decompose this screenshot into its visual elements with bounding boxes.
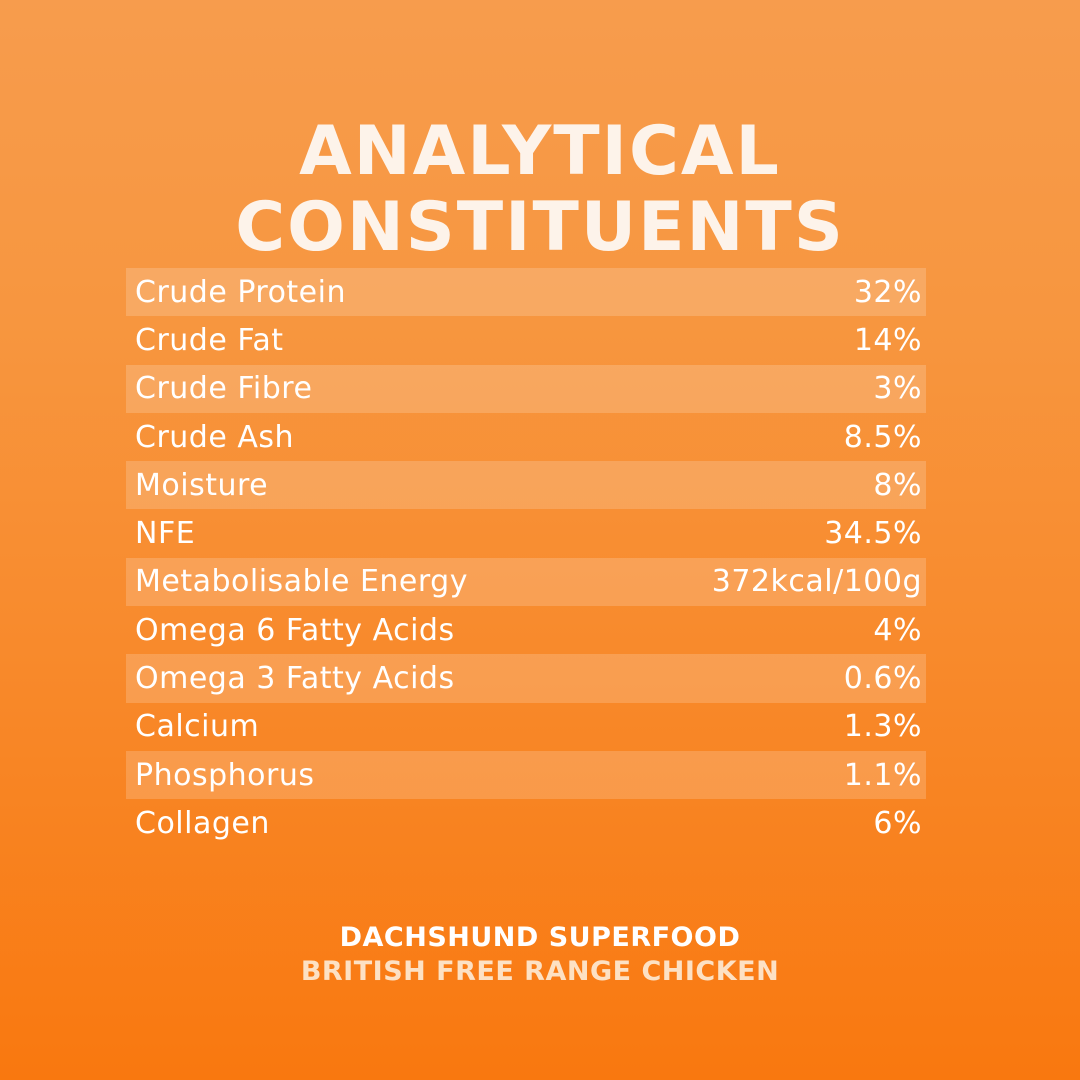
row-label: Crude Ash [135,419,294,455]
table-row: Collagen 6% [126,799,926,847]
row-value: 32% [853,274,922,310]
row-label: NFE [135,516,196,552]
row-label: Crude Protein [135,274,346,310]
table-row: Omega 3 Fatty Acids 0.6% [126,654,926,703]
row-value: 4% [873,612,922,648]
table-row: NFE 34.5% [126,509,926,557]
table-row: Phosphorus 1.1% [126,750,926,800]
table-row: Moisture 8% [126,461,926,510]
row-value: 8.5% [843,419,922,455]
table-row: Crude Protein 32% [126,268,926,317]
product-variant: BRITISH FREE RANGE CHICKEN [300,956,780,987]
product-name: DACHSHUND SUPERFOOD [339,922,741,953]
table-row: Crude Fibre 3% [126,364,926,413]
row-label: Crude Fat [135,322,284,358]
constituents-table: Crude Protein 32% Crude Fat 14% Crude Fi… [126,268,926,848]
table-row: Crude Fat 14% [126,316,926,364]
row-label: Omega 6 Fatty Acids [135,612,455,648]
row-value: 1.1% [843,757,922,793]
table-row: Omega 6 Fatty Acids 4% [126,606,926,654]
table-row: Metabolisable Energy 372kcal/100g [126,557,926,607]
page-title: ANALYTICAL CONSTITUENTS [0,111,1080,267]
row-value: 8% [873,467,922,503]
table-row: Crude Ash 8.5% [126,413,926,461]
row-label: Phosphorus [135,757,315,793]
row-value: 6% [873,805,922,841]
table-row: Calcium 1.3% [126,703,926,751]
row-label: Crude Fibre [135,371,313,407]
row-label: Omega 3 Fatty Acids [135,661,455,697]
title-line-2: CONSTITUENTS [235,187,845,267]
row-label: Metabolisable Energy [135,564,468,600]
row-label: Moisture [135,467,269,503]
row-value: 1.3% [843,709,922,745]
row-value: 14% [853,322,922,358]
title-line-1: ANALYTICAL [299,111,781,191]
row-value: 0.6% [843,661,922,697]
row-value: 34.5% [824,516,922,552]
row-label: Collagen [135,805,270,841]
row-value: 3% [873,371,922,407]
row-label: Calcium [135,709,260,745]
row-value: 372kcal/100g [711,564,922,600]
